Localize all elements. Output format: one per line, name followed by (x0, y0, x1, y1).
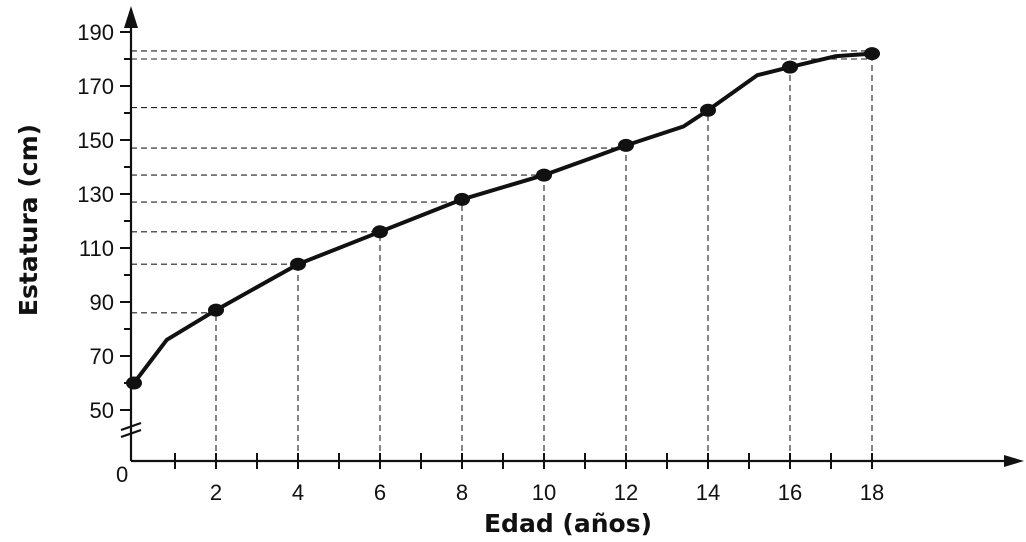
data-point-0 (126, 376, 142, 390)
data-point-4 (454, 192, 470, 206)
axis-break-mark-2 (120, 428, 142, 439)
axes (120, 6, 1024, 467)
y-tick-label-170: 170 (77, 74, 114, 99)
height-curve (132, 51, 874, 385)
data-point-3 (372, 225, 388, 239)
y-axis-arrow (124, 6, 138, 28)
y-tick-label-130: 130 (77, 182, 114, 207)
x-tick-label-16: 16 (778, 480, 802, 505)
y-tick-label-150: 150 (77, 128, 114, 153)
y-tick-label-50: 50 (90, 398, 114, 423)
y-axis-title: Estatura (cm) (14, 124, 43, 316)
x-tick-label-2: 2 (210, 480, 222, 505)
data-point-7 (700, 103, 716, 117)
x-tick-label-6: 6 (374, 480, 386, 505)
y-tick-label-90: 90 (90, 290, 114, 315)
y-tick-label-70: 70 (90, 344, 114, 369)
x-tick-label-12: 12 (614, 480, 638, 505)
x-ticks: 2 4 6 8 10 12 14 16 18 (174, 453, 884, 505)
x-origin-label: 0 (116, 462, 128, 487)
data-point-1 (208, 303, 224, 317)
data-point-9 (864, 47, 880, 61)
x-tick-label-18: 18 (860, 480, 884, 505)
y-tick-label-190: 190 (77, 20, 114, 45)
data-point-6 (618, 138, 634, 152)
x-tick-label-14: 14 (696, 480, 720, 505)
x-tick-label-4: 4 (292, 480, 304, 505)
reference-guides (131, 50, 873, 461)
y-tick-label-110: 110 (79, 236, 114, 261)
data-point-8 (782, 60, 798, 74)
x-tick-label-10: 10 (532, 480, 556, 505)
data-points (126, 47, 880, 390)
data-point-5 (536, 168, 552, 182)
x-axis-title: Edad (años) (484, 509, 652, 538)
x-axis-arrow (1004, 455, 1024, 467)
data-point-2 (290, 257, 306, 271)
x-tick-label-8: 8 (456, 480, 468, 505)
y-ticks: 50 70 90 110 130 150 170 190 (77, 20, 131, 423)
axis-break-mark-1 (120, 421, 142, 432)
